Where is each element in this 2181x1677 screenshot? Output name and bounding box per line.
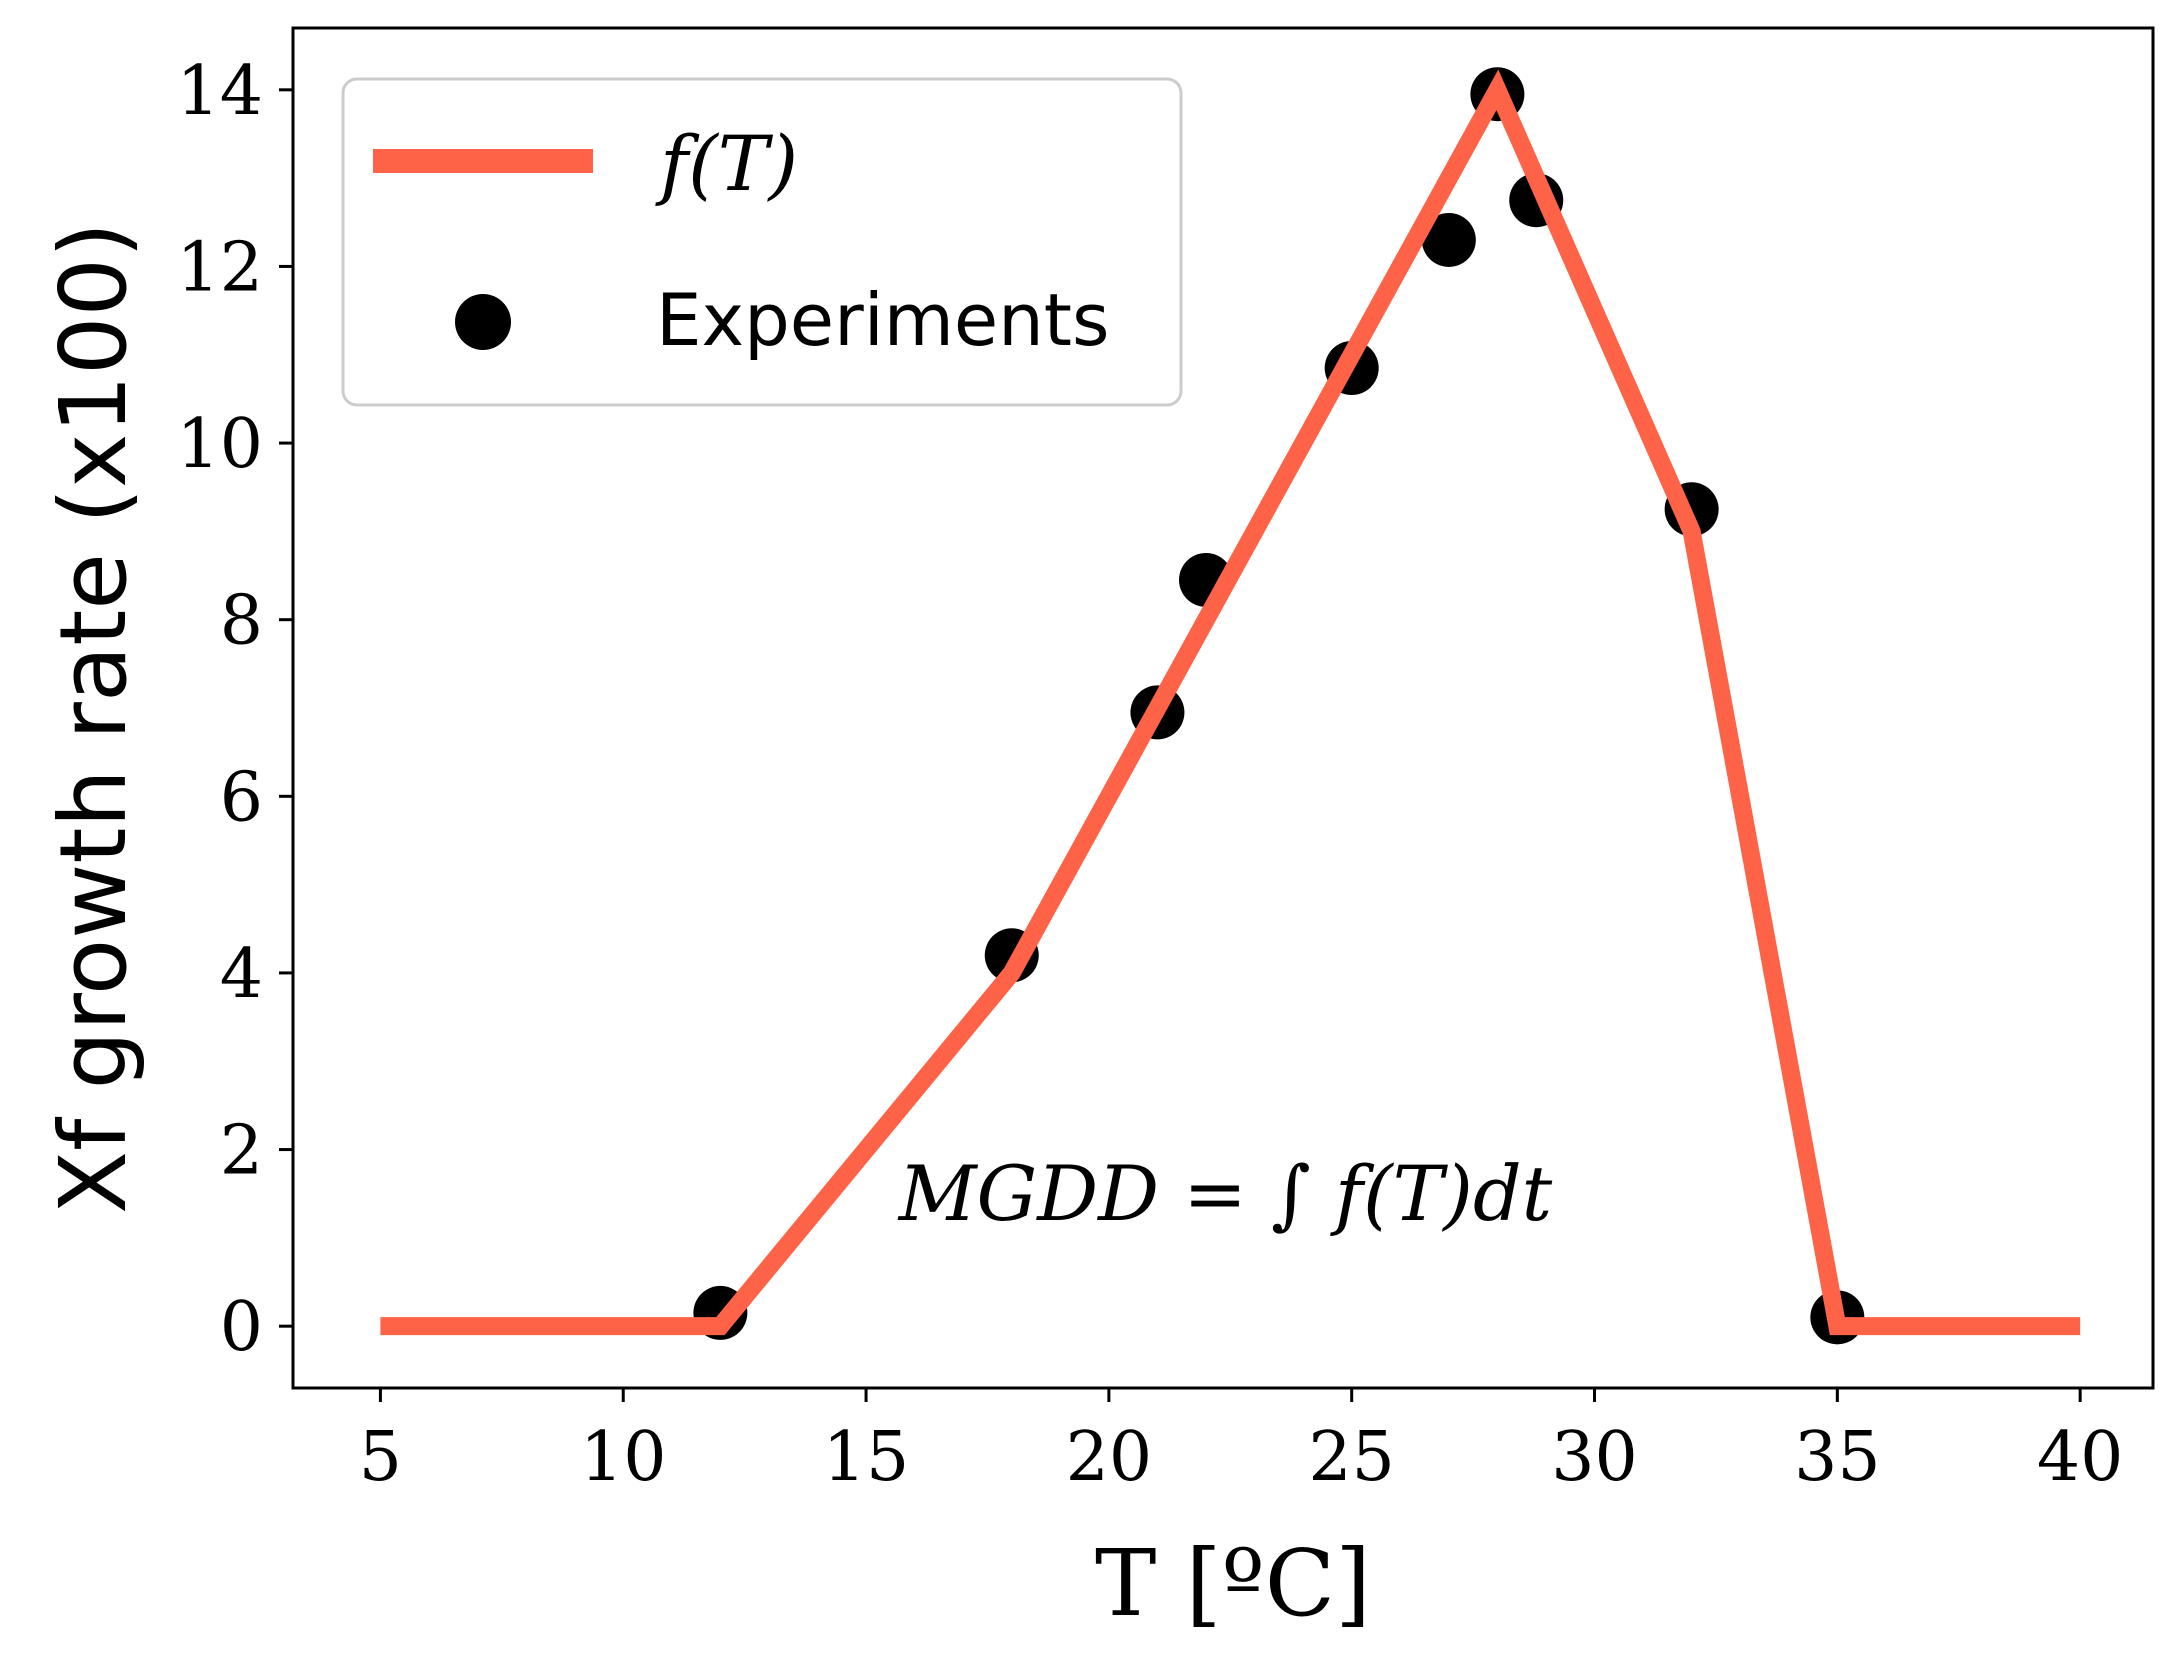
y-tick-label: 6	[220, 758, 263, 837]
y-axis-label: Xf growth rate (x100)	[40, 222, 147, 1214]
legend-label-f-of-t: f(T)	[655, 119, 798, 208]
legend: f(T) Experiments	[341, 77, 1183, 407]
y-tick-label: 4	[220, 935, 263, 1014]
x-tick-label: 35	[1794, 1418, 1881, 1497]
legend-label-experiments: Experiments	[656, 278, 1110, 362]
x-tick-label: 30	[1551, 1418, 1638, 1497]
y-tick-label: 8	[220, 582, 263, 661]
x-tick-label: 25	[1308, 1418, 1395, 1497]
y-tick-label: 14	[176, 52, 263, 131]
plot-area	[380, 67, 2081, 1345]
mgdd-formula-annotation: MGDD = ∫ f(T)dt	[897, 1149, 1553, 1238]
x-tick-label: 15	[823, 1418, 910, 1497]
x-axis-label: T [ºC]	[1095, 1530, 1371, 1637]
x-tick-label: 40	[2037, 1418, 2124, 1497]
f-of-t-series-line	[380, 69, 2081, 1336]
x-tick-label: 5	[359, 1418, 402, 1497]
y-tick-label: 12	[176, 228, 263, 307]
y-tick-label: 2	[220, 1112, 263, 1191]
legend-marker-swatch	[455, 294, 511, 350]
experiment-point	[1421, 212, 1476, 267]
x-axis: 5 10 15 20 25 30 35 40	[359, 1388, 2124, 1497]
y-tick-label: 10	[176, 405, 263, 484]
y-tick-label: 0	[220, 1288, 263, 1367]
x-tick-label: 20	[1066, 1418, 1153, 1497]
y-axis: 0 2 4 6 8 10 12 14	[176, 52, 293, 1367]
plot-frame	[291, 26, 2155, 1390]
x-tick-label: 10	[580, 1418, 667, 1497]
